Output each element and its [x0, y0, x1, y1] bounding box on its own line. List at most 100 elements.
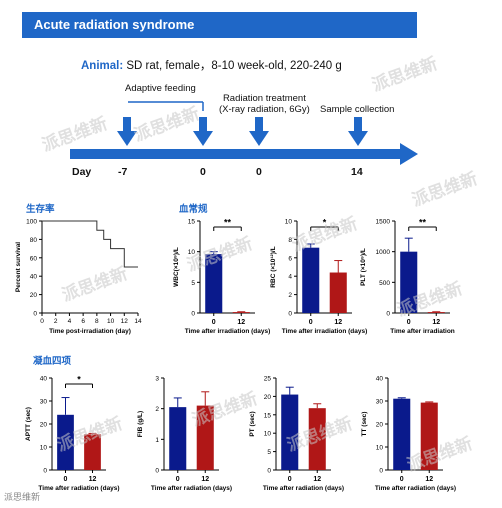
- wbc-x-tick-label: 12: [237, 319, 245, 326]
- pt-y-tick-label: 20: [264, 394, 272, 401]
- survival-y-tick-label: 0: [33, 311, 37, 318]
- animal-info: Animal: SD rat, female，8-10 week-old, 22…: [81, 57, 342, 73]
- tt-x-tick-label: 12: [425, 476, 433, 483]
- pt-y-label: PT (sec): [249, 411, 256, 436]
- pt-y-tick-label: 5: [267, 449, 271, 456]
- plt-y-tick-label: 1000: [376, 249, 391, 256]
- survival-x-tick-label: 6: [81, 318, 85, 325]
- tt-x-tick-label: 0: [400, 476, 404, 483]
- rbc-y-tick-label: 10: [285, 219, 293, 226]
- animal-text: SD rat, female，8-10 week-old, 220-240 g: [126, 60, 342, 72]
- survival-y-tick-label: 80: [30, 237, 38, 244]
- fib-y-tick-label: 0: [155, 468, 159, 475]
- aptt-bar-0: [57, 414, 74, 470]
- tt-y-tick-label: 10: [376, 445, 384, 452]
- fib-bar-0: [169, 407, 187, 470]
- plt-x-tick-label: 0: [407, 319, 411, 326]
- pt-x-label: Time after radiation (days): [263, 485, 344, 492]
- wbc-y-tick-label: 0: [191, 311, 195, 318]
- pt-y-tick-label: 15: [264, 412, 272, 419]
- fib-x-tick-label: 12: [201, 476, 209, 483]
- survival-y-label: Percent survival: [15, 242, 22, 292]
- aptt-y-tick-label: 10: [40, 445, 48, 452]
- rbc-y-tick-label: 8: [288, 237, 292, 244]
- timeline-arrow: [70, 143, 418, 165]
- down-arrow-1: [117, 117, 137, 146]
- aptt-x-label: Time after radiation (days): [38, 485, 119, 492]
- pt-x-tick-label: 12: [313, 476, 321, 483]
- survival-survival-line: [42, 220, 138, 268]
- survival-x-tick-label: 4: [68, 318, 72, 325]
- plt-bar-12: [427, 312, 445, 313]
- pt-y-tick-label: 25: [264, 376, 272, 383]
- rbc-sig-label: *: [323, 218, 327, 228]
- aptt-y-tick-label: 30: [40, 399, 48, 406]
- fib-x-tick-label: 0: [176, 476, 180, 483]
- fib-y-tick-label: 1: [155, 437, 159, 444]
- tt-bar-12: [420, 402, 438, 470]
- day-0-a: 0: [200, 166, 206, 178]
- pt-bar-12: [308, 408, 326, 470]
- plt-sig-label: **: [419, 218, 427, 228]
- tt-y-tick-label: 20: [376, 422, 384, 429]
- section-blood: 血常规: [179, 204, 208, 215]
- pt-bar-0: [281, 394, 299, 470]
- day-14: 14: [351, 166, 363, 178]
- tt-bar-0: [393, 398, 411, 470]
- event-adaptive-feeding: Adaptive feeding: [125, 83, 196, 94]
- survival-x-tick-label: 2: [54, 318, 58, 325]
- fib-x-label: Time after radiation (days): [151, 485, 232, 492]
- plt-x-tick-label: 12: [432, 319, 440, 326]
- rbc-bar-0: [302, 247, 320, 313]
- footer-watermark: 派思维新: [4, 492, 41, 502]
- survival-y-tick-label: 20: [30, 292, 38, 299]
- event-sample-collection: Sample collection: [320, 104, 395, 115]
- title-banner: Acute radiation syndrome: [22, 12, 417, 38]
- fib-y-tick-label: 3: [155, 376, 159, 383]
- survival-y-tick-label: 40: [30, 274, 38, 281]
- wbc-bar-0: [205, 254, 223, 313]
- tt-x-label: Time after radiation (days): [375, 485, 456, 492]
- section-coagulation: 凝血四项: [33, 356, 72, 367]
- plt-y-tick-label: 500: [379, 280, 390, 287]
- survival-x-tick-label: 8: [95, 318, 99, 325]
- wbc-sig-label: **: [224, 218, 232, 228]
- pt-y-tick-label: 10: [264, 431, 272, 438]
- day-0-b: 0: [256, 166, 262, 178]
- survival-x-label: Time post-irradiation (day): [49, 328, 131, 335]
- rbc-x-tick-label: 12: [334, 319, 342, 326]
- page-title: Acute radiation syndrome: [34, 17, 195, 32]
- plt-y-tick-label: 1500: [376, 219, 391, 226]
- timeline-diagram: [70, 101, 418, 165]
- plt-y-label: PLT (×10⁹)/L: [360, 248, 367, 286]
- rbc-y-label: RBC (×10¹²)/L: [270, 246, 277, 287]
- wbc-x-label: Time after irradiation (days): [185, 328, 271, 335]
- down-arrow-4: [348, 117, 368, 146]
- aptt-y-tick-label: 0: [43, 468, 47, 475]
- survival-x-tick-label: 0: [40, 318, 44, 325]
- aptt-x-tick-label: 12: [89, 476, 97, 483]
- survival-y-tick-label: 100: [26, 219, 37, 226]
- rbc-y-tick-label: 2: [288, 292, 292, 299]
- fib-y-tick-label: 2: [155, 406, 159, 413]
- wbc-bar-12: [232, 312, 250, 313]
- survival-x-tick-label: 10: [107, 318, 115, 325]
- day-label: Day: [72, 166, 92, 178]
- aptt-sig-label: *: [77, 375, 81, 385]
- fib-bar-12: [196, 405, 214, 470]
- section-survival: 生存率: [26, 204, 55, 215]
- rbc-y-tick-label: 4: [288, 274, 292, 281]
- down-arrow-2: [193, 117, 213, 146]
- wbc-y-tick-label: 10: [188, 249, 196, 256]
- tt-y-tick-label: 0: [379, 468, 383, 475]
- plt-bar-0: [400, 251, 418, 313]
- fib-y-label: FIB (g/L): [137, 411, 144, 437]
- aptt-bar-12: [84, 434, 101, 470]
- day-minus7: -7: [118, 166, 128, 178]
- plt-x-label: Time after irradiation: [390, 328, 455, 335]
- rbc-bar-12: [329, 272, 347, 313]
- plt-y-tick-label: 0: [386, 311, 390, 318]
- survival-x-tick-label: 12: [121, 318, 129, 325]
- wbc-y-label: WBC(×10⁹)/L: [173, 247, 180, 287]
- aptt-x-tick-label: 0: [64, 476, 68, 483]
